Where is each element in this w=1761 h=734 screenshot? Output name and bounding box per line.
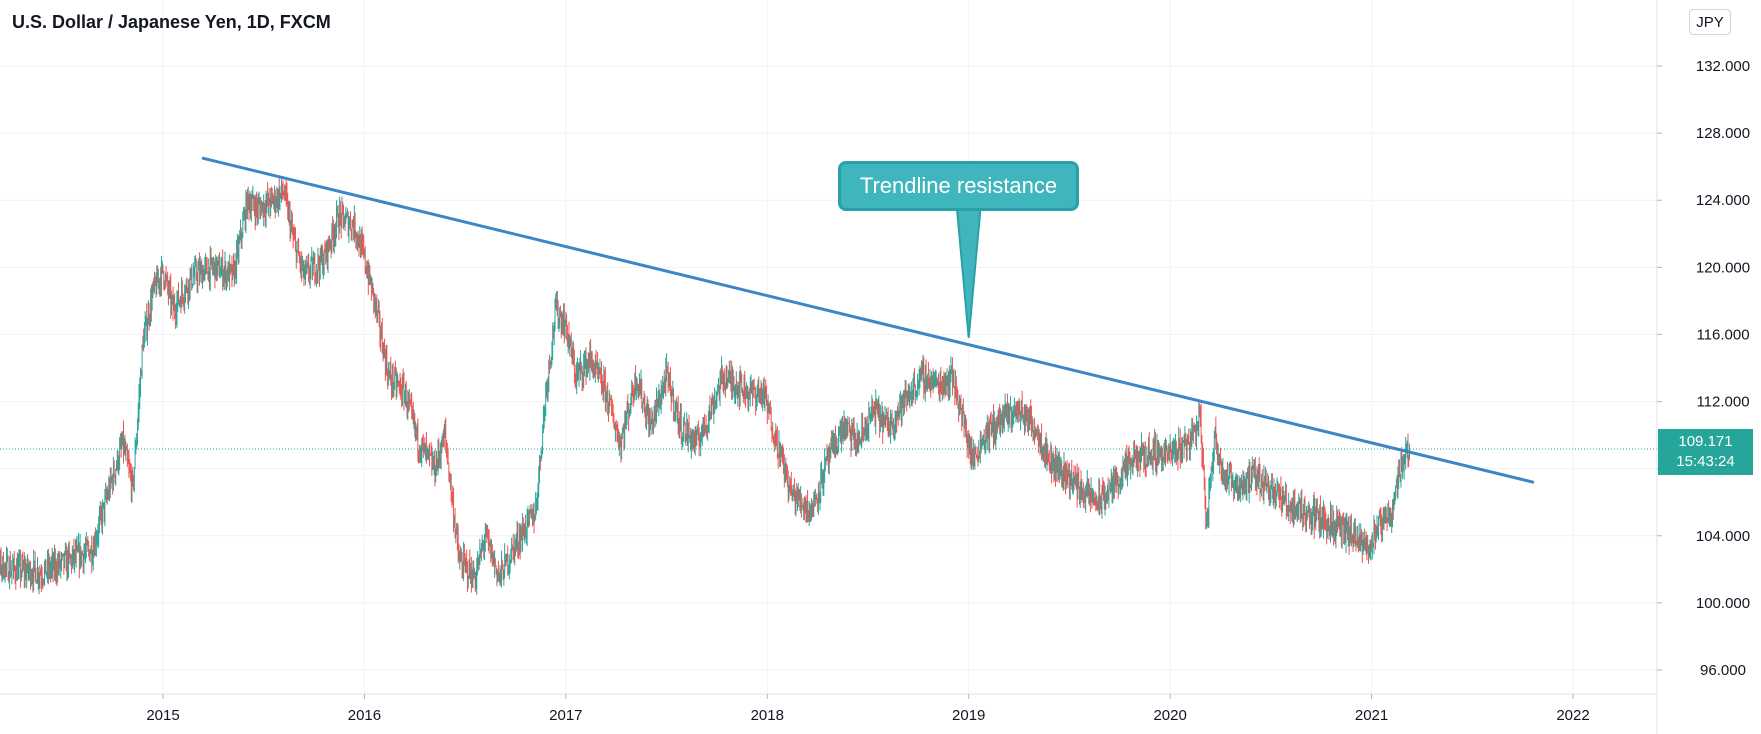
time-tick-label: 2015 xyxy=(146,707,179,724)
price-tick-label: 112.000 xyxy=(1696,394,1749,411)
time-tick-label: 2018 xyxy=(751,707,784,724)
price-tick-label: 104.000 xyxy=(1696,528,1750,545)
price-tick-label: 124.000 xyxy=(1696,192,1750,209)
trendline-callout[interactable]: Trendline resistance xyxy=(838,161,1079,211)
price-tick-label: 132.000 xyxy=(1696,58,1750,75)
price-tick-label: 100.000 xyxy=(1696,595,1750,612)
time-tick-label: 2016 xyxy=(348,707,381,724)
time-tick-label: 2019 xyxy=(952,707,985,724)
chart-grid xyxy=(0,0,1657,694)
price-tick-label: 116.000 xyxy=(1696,326,1749,343)
callout-pointer xyxy=(955,205,982,338)
candlestick-series xyxy=(0,178,1411,595)
currency-button[interactable]: JPY xyxy=(1689,9,1731,35)
price-axis[interactable]: 96.000100.000104.000108.000112.000116.00… xyxy=(1657,58,1750,679)
price-tick-label: 96.000 xyxy=(1700,662,1746,679)
bar-countdown: 15:43:24 xyxy=(1676,453,1735,470)
last-price-value: 109.171 xyxy=(1678,433,1733,450)
time-tick-label: 2021 xyxy=(1355,707,1388,724)
time-tick-label: 2017 xyxy=(549,707,582,724)
symbol-title: U.S. Dollar / Japanese Yen, 1D, FXCM xyxy=(12,12,331,32)
last-price-label: 109.171 15:43:24 xyxy=(1658,429,1753,475)
price-tick-label: 128.000 xyxy=(1696,125,1750,142)
trendline-resistance[interactable] xyxy=(201,156,1535,484)
time-tick-label: 2020 xyxy=(1153,707,1186,724)
price-tick-label: 120.000 xyxy=(1696,259,1750,276)
time-tick-label: 2022 xyxy=(1556,707,1589,724)
time-axis[interactable]: 2015 2016 2017 2018 2019 2020 2021 2022 xyxy=(146,694,1590,724)
